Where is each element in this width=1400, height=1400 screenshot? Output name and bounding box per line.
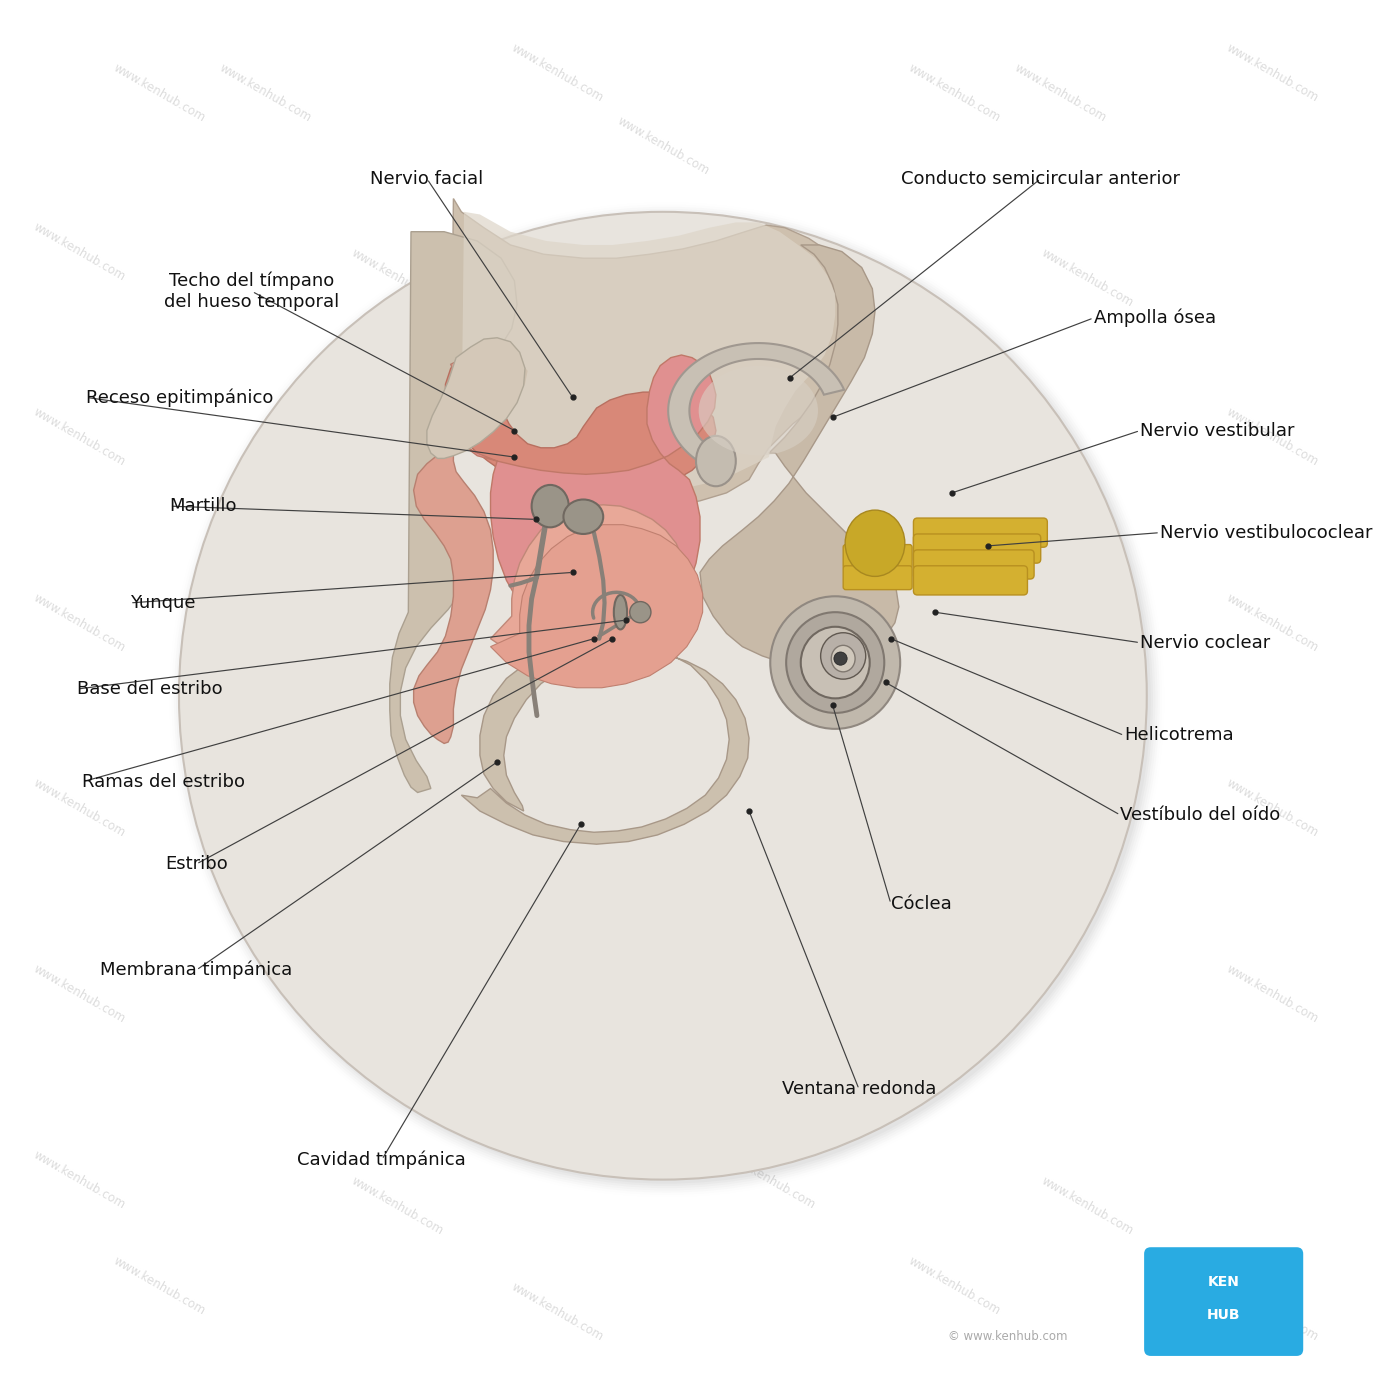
FancyBboxPatch shape xyxy=(913,550,1035,580)
Text: www.kenhub.com: www.kenhub.com xyxy=(615,113,711,178)
Text: Base del estribo: Base del estribo xyxy=(77,680,223,699)
Polygon shape xyxy=(427,337,525,458)
Text: www.kenhub.com: www.kenhub.com xyxy=(111,1254,207,1317)
Text: www.kenhub.com: www.kenhub.com xyxy=(31,777,127,840)
Text: www.kenhub.com: www.kenhub.com xyxy=(1012,60,1109,125)
Text: KEN: KEN xyxy=(1208,1274,1239,1288)
Polygon shape xyxy=(413,357,493,743)
Ellipse shape xyxy=(820,633,865,679)
Circle shape xyxy=(179,211,1147,1180)
Text: www.kenhub.com: www.kenhub.com xyxy=(508,41,605,104)
Ellipse shape xyxy=(846,510,904,577)
Text: www.kenhub.com: www.kenhub.com xyxy=(721,220,818,283)
Text: Receso epitimpánico: Receso epitimpánico xyxy=(87,388,273,406)
Text: Nervio coclear: Nervio coclear xyxy=(1140,634,1270,651)
Text: Vestíbulo del oído: Vestíbulo del oído xyxy=(1120,806,1281,825)
Text: www.kenhub.com: www.kenhub.com xyxy=(1225,962,1322,1026)
Text: Nervio vestibular: Nervio vestibular xyxy=(1140,421,1295,440)
Text: Membrana timpánica: Membrana timpánica xyxy=(99,960,293,980)
Text: www.kenhub.com: www.kenhub.com xyxy=(1225,41,1322,104)
Text: www.kenhub.com: www.kenhub.com xyxy=(350,1175,447,1238)
Text: © www.kenhub.com: © www.kenhub.com xyxy=(948,1330,1067,1343)
Text: Cóclea: Cóclea xyxy=(890,895,952,913)
Text: www.kenhub.com: www.kenhub.com xyxy=(31,220,127,283)
Polygon shape xyxy=(445,356,715,496)
Polygon shape xyxy=(668,343,844,470)
Circle shape xyxy=(834,652,847,665)
Polygon shape xyxy=(454,211,836,493)
Ellipse shape xyxy=(699,365,818,455)
FancyBboxPatch shape xyxy=(843,566,913,589)
Text: Estribo: Estribo xyxy=(165,855,228,874)
Text: Helicotrema: Helicotrema xyxy=(1124,727,1233,745)
Text: Ramas del estribo: Ramas del estribo xyxy=(83,773,245,791)
Text: www.kenhub.com: www.kenhub.com xyxy=(721,1148,818,1211)
Text: www.kenhub.com: www.kenhub.com xyxy=(1039,246,1135,309)
Text: www.kenhub.com: www.kenhub.com xyxy=(217,60,314,125)
Polygon shape xyxy=(490,505,687,665)
Text: Techo del tímpano
del hueso temporal: Techo del tímpano del hueso temporal xyxy=(164,272,340,311)
Ellipse shape xyxy=(787,612,885,713)
Text: www.kenhub.com: www.kenhub.com xyxy=(111,60,207,125)
Circle shape xyxy=(181,214,1154,1186)
Ellipse shape xyxy=(532,484,568,528)
Ellipse shape xyxy=(696,435,736,486)
Text: www.kenhub.com: www.kenhub.com xyxy=(31,962,127,1026)
Text: Conducto semicircular anterior: Conducto semicircular anterior xyxy=(902,169,1180,188)
Text: Nervio facial: Nervio facial xyxy=(370,169,483,188)
Polygon shape xyxy=(462,643,749,844)
Text: www.kenhub.com: www.kenhub.com xyxy=(31,591,127,654)
Polygon shape xyxy=(437,199,862,511)
Text: Cavidad timpánica: Cavidad timpánica xyxy=(297,1151,466,1169)
Text: Yunque: Yunque xyxy=(130,594,196,612)
Text: Ampolla ósea: Ampolla ósea xyxy=(1093,308,1215,328)
Text: Ventana redonda: Ventana redonda xyxy=(781,1081,937,1099)
FancyBboxPatch shape xyxy=(913,518,1047,547)
Polygon shape xyxy=(700,245,899,665)
FancyBboxPatch shape xyxy=(843,545,913,568)
Text: Martillo: Martillo xyxy=(169,497,237,515)
Text: www.kenhub.com: www.kenhub.com xyxy=(1225,406,1322,469)
Circle shape xyxy=(630,602,651,623)
Polygon shape xyxy=(389,231,517,792)
Text: www.kenhub.com: www.kenhub.com xyxy=(1039,1175,1135,1238)
Text: www.kenhub.com: www.kenhub.com xyxy=(31,1148,127,1211)
Text: www.kenhub.com: www.kenhub.com xyxy=(1225,591,1322,654)
Text: HUB: HUB xyxy=(1207,1308,1240,1322)
Ellipse shape xyxy=(801,627,869,699)
Text: www.kenhub.com: www.kenhub.com xyxy=(1225,777,1322,840)
Polygon shape xyxy=(490,525,703,687)
Polygon shape xyxy=(462,356,715,647)
Text: www.kenhub.com: www.kenhub.com xyxy=(1225,1281,1322,1344)
Text: www.kenhub.com: www.kenhub.com xyxy=(350,246,447,309)
FancyBboxPatch shape xyxy=(913,533,1040,563)
Ellipse shape xyxy=(613,595,627,630)
Circle shape xyxy=(183,216,1151,1183)
Ellipse shape xyxy=(770,596,900,729)
Ellipse shape xyxy=(832,645,855,672)
FancyBboxPatch shape xyxy=(913,566,1028,595)
FancyBboxPatch shape xyxy=(1144,1247,1303,1357)
Text: www.kenhub.com: www.kenhub.com xyxy=(906,60,1002,125)
Text: www.kenhub.com: www.kenhub.com xyxy=(906,1254,1002,1317)
Ellipse shape xyxy=(563,500,603,533)
Text: Nervio vestibulococlear: Nervio vestibulococlear xyxy=(1161,524,1372,542)
Text: www.kenhub.com: www.kenhub.com xyxy=(508,1281,605,1344)
Text: www.kenhub.com: www.kenhub.com xyxy=(31,406,127,469)
